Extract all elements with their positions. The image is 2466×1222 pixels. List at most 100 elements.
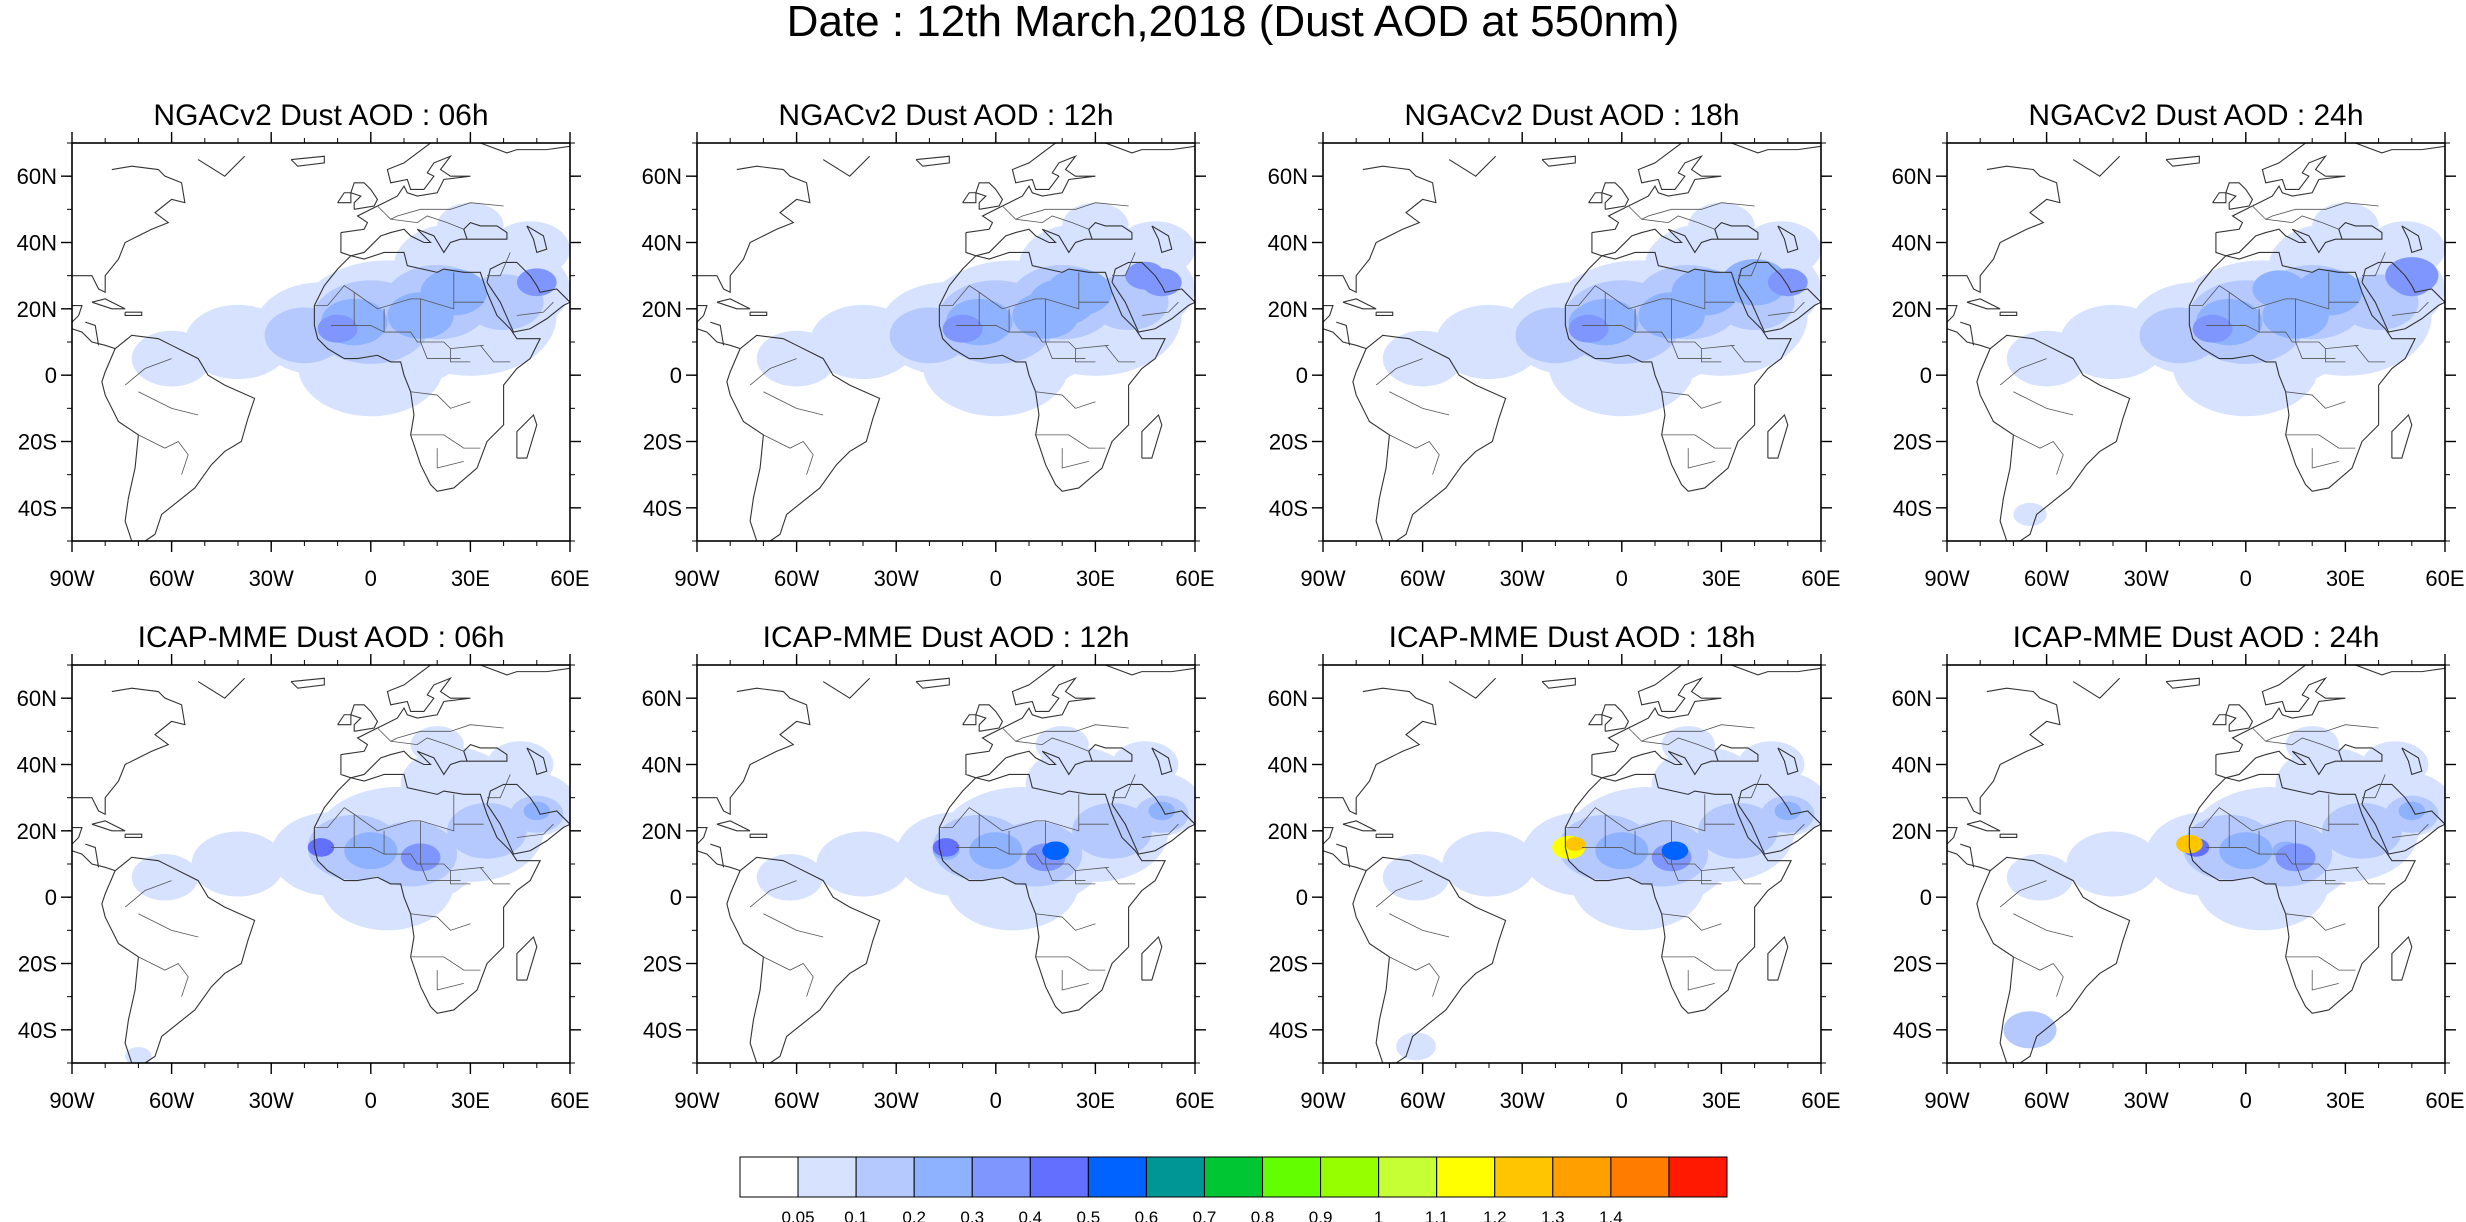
coastline: [2215, 743, 2383, 779]
x-tick-label: 60W: [2024, 566, 2069, 591]
coastline: [1375, 311, 1394, 317]
aod-region: [490, 221, 570, 277]
country-border: [1045, 820, 1086, 881]
country-border: [1671, 298, 1712, 359]
country-border: [2355, 345, 2386, 363]
aod-region: [1042, 841, 1069, 861]
country-border: [2285, 913, 2346, 931]
coastline: [1947, 328, 1991, 350]
coastline: [340, 743, 508, 779]
x-tick-label: 60W: [774, 566, 819, 591]
y-tick-label: 60N: [642, 686, 682, 711]
coastline: [1588, 714, 1603, 726]
figure-title: Date : 12th March,2018 (Dust AOD at 550n…: [786, 0, 1680, 46]
country-border: [2265, 215, 2339, 230]
y-tick-label: 40S: [643, 496, 682, 521]
coastline: [2215, 143, 2445, 234]
country-border: [2205, 847, 2359, 872]
coastline: [2391, 935, 2413, 981]
y-tick-label: 40S: [643, 1018, 682, 1043]
coastline: [1352, 334, 1507, 541]
country-border: [2189, 794, 2330, 832]
country-border: [2391, 823, 2429, 838]
coastline: [938, 773, 1167, 1014]
country-border: [1375, 358, 1423, 386]
x-tick-label: 30E: [1702, 1088, 1741, 1113]
colorbar-label: 1.1: [1425, 1208, 1449, 1222]
panel-title: NGACv2 Dust AOD : 24h: [2028, 99, 2363, 132]
y-tick-label: 20S: [18, 952, 57, 977]
y-tick-label: 20S: [1893, 952, 1932, 977]
colorbar-swatch: [1087, 1156, 1147, 1198]
country-border: [410, 913, 471, 931]
coastline: [697, 826, 708, 845]
aod-region: [2013, 502, 2047, 527]
country-border: [1389, 391, 1450, 416]
aod-region: [969, 832, 1023, 870]
colorbar-swatch: [797, 1156, 857, 1198]
country-border: [2391, 301, 2429, 316]
x-tick-label: 60E: [550, 566, 589, 591]
coastline: [290, 155, 325, 167]
coastline: [1541, 677, 1576, 689]
country-border: [1075, 870, 1096, 885]
map-panel: 90W 60W 30W 0 30E 60E 60N 40N 20N 0 20S 40S NGACv2 D…: [1892, 99, 2465, 591]
coastline: [749, 833, 768, 839]
coastline: [1976, 856, 2131, 1063]
coastline: [697, 850, 741, 872]
x-tick-label: 30W: [874, 566, 919, 591]
y-tick-label: 20S: [643, 430, 682, 455]
country-border: [516, 301, 554, 316]
country-border: [420, 298, 461, 359]
country-border: [1565, 272, 1706, 310]
y-tick-label: 40N: [1892, 231, 1932, 256]
country-border: [450, 348, 471, 363]
aod-region: [191, 831, 285, 897]
y-tick-label: 40N: [642, 753, 682, 778]
coastline: [726, 334, 881, 541]
colorbar-label: 0.3: [960, 1208, 984, 1222]
coastline: [749, 311, 768, 317]
coastline: [1591, 665, 1821, 756]
country-border: [2362, 252, 2386, 277]
coastline: [1976, 334, 2131, 541]
coastline: [1151, 225, 1173, 254]
y-tick-label: 60N: [642, 164, 682, 189]
y-tick-label: 40S: [1269, 1018, 1308, 1043]
y-tick-label: 20N: [17, 819, 57, 844]
coastline: [72, 826, 83, 845]
x-tick-label: 0: [1616, 566, 1628, 591]
country-border: [450, 870, 471, 885]
y-tick-label: 20N: [1892, 297, 1932, 322]
x-tick-label: 30W: [874, 1088, 919, 1113]
colorbar: 0.05 0.1 0.2 0.3 0.4 0.5 0.6 0.7 0.8 0.9 1 1.1 1.2 1.…: [739, 1156, 1728, 1222]
coastline: [197, 155, 246, 177]
coastline: [85, 321, 100, 346]
colorbar-swatch: [1029, 1156, 1089, 1198]
coastline: [290, 677, 325, 689]
x-tick-label: 60W: [1400, 1088, 1445, 1113]
aod-region: [809, 304, 917, 380]
aod-region: [1062, 202, 1129, 250]
coastline: [697, 687, 811, 816]
y-tick-label: 0: [1920, 363, 1932, 388]
coastline: [1777, 225, 1799, 254]
country-border: [1738, 252, 1762, 277]
x-tick-label: 0: [365, 566, 377, 591]
aod-region: [2059, 304, 2167, 380]
country-border: [763, 434, 814, 475]
aod-region: [1442, 831, 1536, 897]
country-border: [1767, 301, 1805, 316]
coastline: [1601, 182, 1630, 210]
colorbar-label: 0.8: [1251, 1208, 1275, 1222]
coastline: [340, 665, 570, 756]
country-border: [314, 272, 455, 310]
country-border: [1015, 737, 1089, 752]
coastline: [915, 677, 950, 689]
y-tick-label: 0: [45, 885, 57, 910]
coastline: [1342, 298, 1377, 310]
x-tick-label: 90W: [674, 566, 719, 591]
coastline: [1601, 704, 1630, 732]
country-border: [1581, 325, 1735, 350]
